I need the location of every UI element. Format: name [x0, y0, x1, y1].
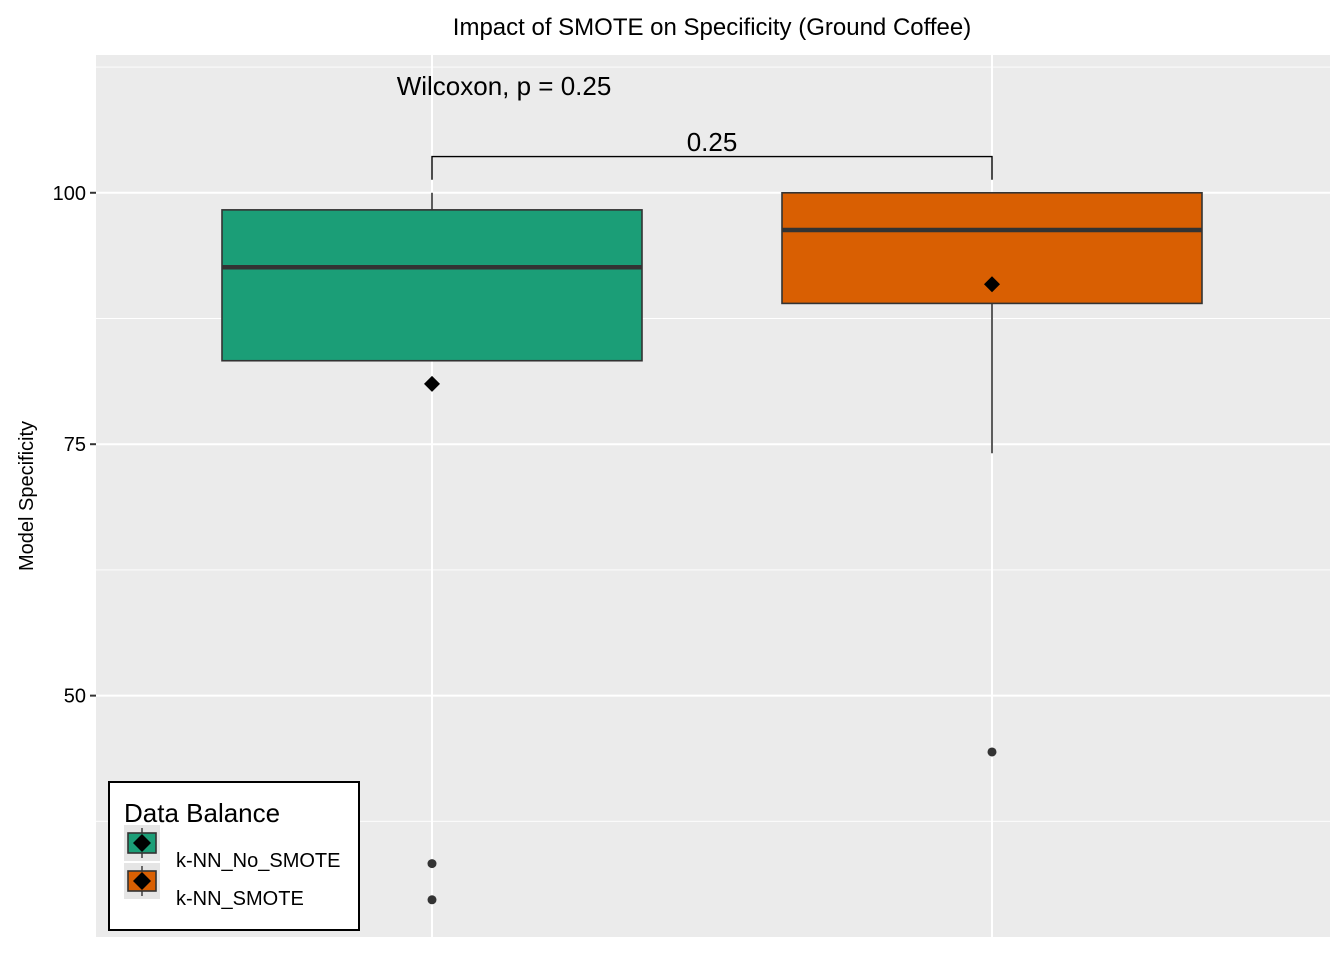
mean-marker — [984, 276, 1000, 293]
legend-title: Data Balance — [124, 798, 280, 828]
significance-bracket — [431, 155, 993, 180]
legend-key-mean — [133, 834, 151, 852]
test-annotation: Wilcoxon, p = 0.25 — [397, 71, 612, 101]
chart-title: Impact of SMOTE on Specificity (Ground C… — [453, 14, 971, 41]
legend: Data Balance k-NN_No_SMOTE k-NN_SMOTE — [108, 781, 360, 931]
data-layer — [221, 155, 1203, 905]
legend-label-no-smote: k-NN_No_SMOTE — [176, 850, 340, 872]
bracket-p-label: 0.25 — [687, 127, 738, 157]
legend-keys — [124, 825, 160, 899]
y-tick-label: 100 — [53, 183, 86, 205]
y-axis: 50 75 100 — [53, 183, 96, 708]
legend-label-smote: k-NN_SMOTE — [176, 888, 304, 910]
outlier-point — [987, 747, 997, 757]
mean-marker — [424, 375, 440, 392]
y-tick-label: 50 — [64, 686, 86, 708]
box-iqr — [221, 209, 643, 362]
outlier-point — [427, 895, 437, 905]
y-axis-label: Model Specificity — [16, 421, 38, 571]
outlier-point — [427, 859, 437, 869]
y-tick-label: 75 — [64, 434, 86, 456]
legend-key-mean — [133, 872, 151, 890]
